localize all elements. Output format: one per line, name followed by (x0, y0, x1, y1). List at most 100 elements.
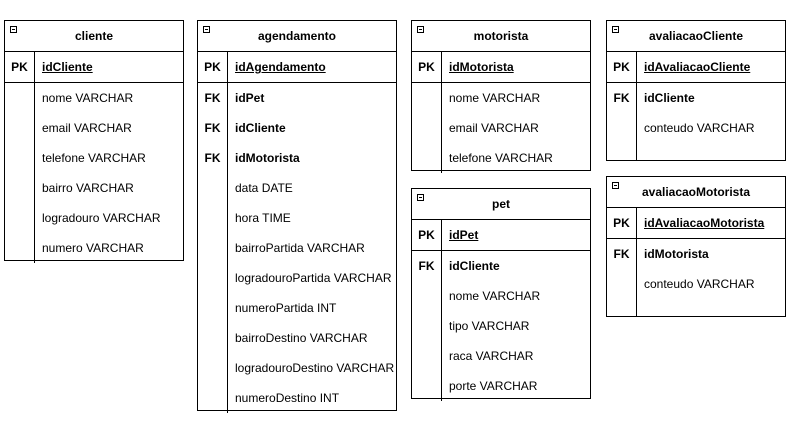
field-row[interactable]: nome VARCHAR (5, 83, 183, 113)
collapse-icon[interactable] (203, 26, 210, 33)
fk-label: FK (204, 121, 221, 135)
field-label: tipo VARCHAR (449, 319, 530, 333)
field-row[interactable]: bairroDestino VARCHAR (198, 323, 396, 353)
field-row[interactable]: bairro VARCHAR (5, 173, 183, 203)
field-label: bairroPartida VARCHAR (235, 241, 365, 255)
field-row[interactable]: data DATE (198, 173, 396, 203)
collapse-icon[interactable] (612, 182, 619, 189)
field-row[interactable]: nome VARCHAR (412, 83, 590, 113)
field-label: nome VARCHAR (42, 91, 134, 105)
pk-label: PK (613, 216, 630, 230)
field-label: hora TIME (235, 211, 291, 225)
pk-row[interactable]: PK idAvaliacaoMotorista (607, 208, 785, 239)
table-cliente[interactable]: cliente PK idCliente nome VARCHAR email … (4, 20, 184, 263)
field-label: nome VARCHAR (449, 289, 541, 303)
field-label: porte VARCHAR (449, 379, 538, 393)
field-row[interactable]: logradouroDestino VARCHAR (198, 353, 396, 383)
table-agendamento[interactable]: agendamento PK idAgendamento FK idPet FK… (197, 20, 397, 413)
field-label: numeroPartida INT (235, 301, 337, 315)
collapse-icon[interactable] (10, 26, 17, 33)
pk-label: PK (204, 60, 221, 74)
field-label: data DATE (235, 181, 293, 195)
fk-row[interactable]: FK idCliente (198, 113, 396, 143)
fk-label: FK (204, 91, 221, 105)
field-row[interactable]: raca VARCHAR (412, 341, 590, 371)
pk-field: idPet (449, 228, 479, 242)
table-title: avaliacaoMotorista (641, 185, 751, 199)
field-row[interactable]: logradouroPartida VARCHAR (198, 263, 396, 293)
table-body: PK idAgendamento FK idPet FK idCliente F… (198, 52, 396, 413)
table-body: PK idMotorista nome VARCHAR email VARCHA… (412, 52, 590, 173)
field-row[interactable]: nome VARCHAR (412, 281, 590, 311)
field-label: conteudo VARCHAR (644, 121, 755, 135)
fk-field: idCliente (449, 259, 500, 273)
fk-label: FK (613, 247, 630, 261)
table-pet[interactable]: pet PK idPet FK idCliente nome VARCHAR t… (411, 188, 591, 401)
field-row[interactable]: telefone VARCHAR (412, 143, 590, 173)
field-label: logradouroPartida VARCHAR (235, 271, 392, 285)
table-header: agendamento (198, 21, 396, 52)
pk-label: PK (418, 60, 435, 74)
table-title: pet (492, 197, 510, 211)
pk-row[interactable]: PK idAvaliacaoCliente (607, 52, 785, 83)
field-row[interactable]: tipo VARCHAR (412, 311, 590, 341)
collapse-icon[interactable] (417, 26, 424, 33)
table-title: avaliacaoCliente (648, 29, 744, 43)
field-row[interactable]: numeroPartida INT (198, 293, 396, 323)
table-title: motorista (473, 29, 529, 43)
table-avaliacao-cliente[interactable]: avaliacaoCliente PK idAvaliacaoCliente F… (606, 20, 786, 161)
field-label: conteudo VARCHAR (644, 277, 755, 291)
pk-label: PK (418, 228, 435, 242)
pk-field: idCliente (42, 60, 93, 74)
field-row[interactable]: hora TIME (198, 203, 396, 233)
field-row[interactable]: numero VARCHAR (5, 233, 183, 263)
field-label: email VARCHAR (449, 121, 539, 135)
fk-field: idCliente (235, 121, 286, 135)
table-motorista[interactable]: motorista PK idMotorista nome VARCHAR em… (411, 20, 591, 173)
field-label: bairro VARCHAR (42, 181, 134, 195)
pk-label: PK (11, 60, 28, 74)
field-label: logradouro VARCHAR (42, 211, 161, 225)
field-row[interactable]: telefone VARCHAR (5, 143, 183, 173)
table-body: PK idAvaliacaoCliente FK idCliente conte… (607, 52, 785, 161)
field-row[interactable]: email VARCHAR (5, 113, 183, 143)
fk-row[interactable]: FK idCliente (607, 83, 785, 113)
field-row[interactable]: conteudo VARCHAR (607, 113, 785, 143)
field-row[interactable]: numeroDestino INT (198, 383, 396, 413)
fk-field: idMotorista (644, 247, 709, 261)
pk-label: PK (613, 60, 630, 74)
table-body: PK idAvaliacaoMotorista FK idMotorista c… (607, 208, 785, 317)
table-header: avaliacaoCliente (607, 21, 785, 52)
fk-field: idMotorista (235, 151, 300, 165)
field-label: numero VARCHAR (42, 241, 144, 255)
fk-label: FK (204, 151, 221, 165)
fk-row[interactable]: FK idCliente (412, 251, 590, 281)
pk-row[interactable]: PK idPet (412, 220, 590, 251)
pk-row[interactable]: PK idMotorista (412, 52, 590, 83)
fk-row[interactable]: FK idMotorista (198, 143, 396, 173)
fk-row[interactable]: FK idMotorista (607, 239, 785, 269)
fk-row[interactable]: FK idPet (198, 83, 396, 113)
table-header: avaliacaoMotorista (607, 177, 785, 208)
field-row[interactable]: porte VARCHAR (412, 371, 590, 401)
field-label: telefone VARCHAR (449, 151, 553, 165)
pk-field: idMotorista (449, 60, 514, 74)
field-label: raca VARCHAR (449, 349, 534, 363)
pk-row[interactable]: PK idAgendamento (198, 52, 396, 83)
table-avaliacao-motorista[interactable]: avaliacaoMotorista PK idAvaliacaoMotoris… (606, 176, 786, 317)
pk-row[interactable]: PK idCliente (5, 52, 183, 83)
fk-field: idCliente (644, 91, 695, 105)
field-label: numeroDestino INT (235, 391, 340, 405)
field-label: nome VARCHAR (449, 91, 541, 105)
field-row[interactable]: bairroPartida VARCHAR (198, 233, 396, 263)
table-header: cliente (5, 21, 183, 52)
fk-label: FK (613, 91, 630, 105)
field-row[interactable]: email VARCHAR (412, 113, 590, 143)
field-row[interactable]: conteudo VARCHAR (607, 269, 785, 299)
field-row[interactable]: logradouro VARCHAR (5, 203, 183, 233)
collapse-icon[interactable] (417, 194, 424, 201)
collapse-icon[interactable] (612, 26, 619, 33)
field-label: telefone VARCHAR (42, 151, 146, 165)
pk-field: idAvaliacaoMotorista (644, 216, 765, 230)
fk-label: FK (418, 259, 435, 273)
